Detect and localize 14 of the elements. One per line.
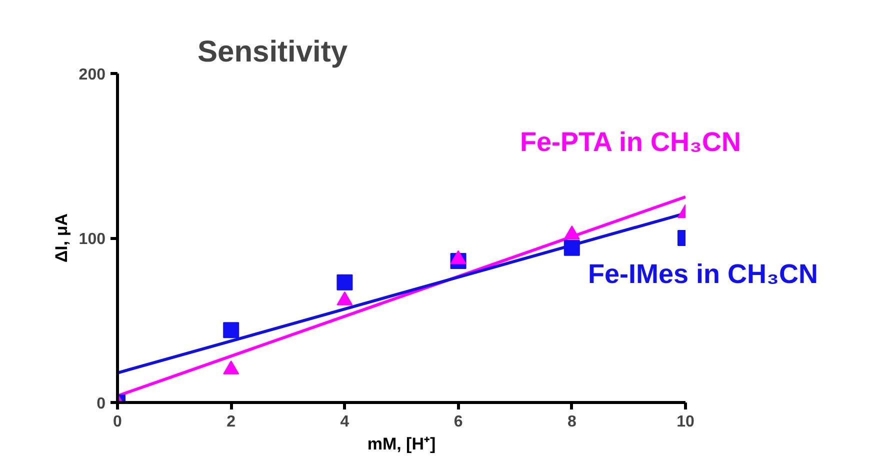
text: Fe-PTA in CH₃CN bbox=[520, 126, 741, 159]
y-tick-label: 200 bbox=[78, 66, 106, 84]
y-tick-label: 100 bbox=[78, 231, 106, 248]
chart-title: Sensitivity bbox=[198, 36, 348, 68]
x-axis-title: mM, [H⁺] bbox=[367, 434, 436, 454]
x-tick-label: 6 bbox=[454, 414, 463, 430]
x-tick-label: 4 bbox=[340, 414, 350, 430]
y-tick-label: 0 bbox=[96, 396, 106, 412]
series-label: Fe-IMes in CH₃CN bbox=[588, 258, 818, 291]
x-tick-label: 2 bbox=[226, 414, 236, 430]
x-tick-label: 0 bbox=[113, 414, 122, 430]
x-tick-label: 8 bbox=[567, 414, 576, 430]
y-axis-title: ΔI, μA bbox=[52, 213, 71, 263]
x-tick-label: 10 bbox=[676, 414, 694, 430]
